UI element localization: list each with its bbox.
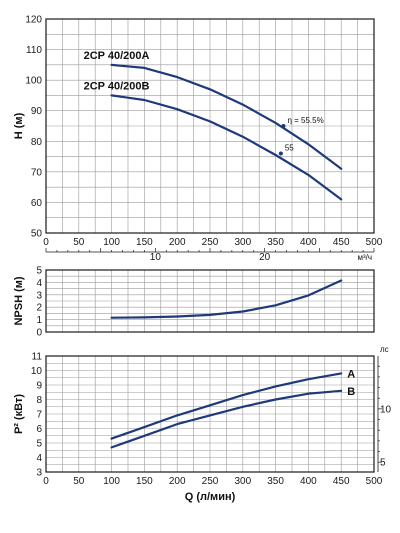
y-tick-label: 5 (36, 266, 42, 277)
y-tick-label: 8 (36, 395, 42, 406)
series-label: B (347, 386, 355, 398)
series-line (110, 389, 343, 449)
y-tick-label: 7 (36, 410, 42, 421)
y-tick-label: 3 (36, 290, 42, 301)
x-tick-label: 500 (366, 476, 383, 487)
series-label: A (347, 368, 355, 380)
plot-frame (45, 355, 375, 473)
curves-layer (110, 63, 343, 449)
efficiency-point (281, 124, 286, 128)
secondary-y-unit: лс (380, 345, 389, 354)
y-axis-label: NPSH (м) (13, 276, 25, 325)
x-tick-label: 350 (267, 476, 284, 487)
x-tick-label: 250 (202, 237, 219, 248)
x-tick-label: 400 (300, 237, 317, 248)
grid-layer (45, 18, 382, 473)
y-tick-label: 0 (36, 328, 42, 339)
y-tick-label: 100 (25, 76, 42, 87)
efficiency-label: η = 55.5% (287, 116, 323, 125)
x-tick-label: 300 (234, 237, 251, 248)
y-tick-label: 4 (36, 278, 42, 289)
x-tick-label: 150 (136, 237, 153, 248)
x-tick-label: 200 (169, 237, 186, 248)
y-tick-label: 5 (36, 439, 42, 450)
x-tick-label: 0 (43, 237, 49, 248)
y-axis-label: P² (кВт) (13, 394, 25, 434)
x-tick-label: 100 (103, 237, 120, 248)
x-tick-label: 100 (103, 476, 120, 487)
y-tick-label: 9 (36, 381, 42, 392)
series-line (110, 63, 343, 170)
series-line (110, 94, 343, 201)
series-label: 2CP 40/200B (84, 80, 150, 92)
y-tick-label: 6 (36, 424, 42, 435)
efficiency-point (278, 151, 283, 156)
x-axis-label: Q (л/мин) (185, 491, 236, 503)
y-tick-label: 4 (36, 453, 42, 464)
plot-frame (45, 269, 375, 333)
secondary-x-tick-label: 10 (150, 252, 162, 263)
secondary-y-tick-label: 5 (380, 458, 386, 469)
y-tick-label: 50 (31, 229, 43, 240)
y-tick-label: 120 (25, 15, 42, 26)
series-line (110, 372, 343, 440)
y-tick-label: 1 (36, 315, 42, 326)
secondary-x-tick-label: 20 (259, 252, 271, 263)
y-tick-label: 10 (31, 366, 43, 377)
x-tick-label: 0 (43, 476, 49, 487)
y-tick-label: 90 (31, 106, 43, 117)
y-tick-label: 60 (31, 198, 43, 209)
x-tick-label: 200 (169, 476, 186, 487)
x-tick-label: 450 (333, 476, 350, 487)
secondary-x-unit: м³/ч (357, 253, 372, 262)
x-tick-label: 450 (333, 237, 350, 248)
y-tick-label: 110 (26, 45, 42, 56)
x-tick-label: 150 (136, 476, 153, 487)
y-tick-label: 80 (31, 137, 43, 148)
x-tick-label: 50 (73, 237, 85, 248)
y-axis-label: H (м) (13, 112, 25, 139)
x-tick-label: 250 (202, 476, 219, 487)
y-tick-label: 2 (36, 303, 42, 314)
y-tick-label: 3 (36, 468, 42, 479)
plot-frame (45, 18, 375, 234)
y-tick-label: 11 (32, 352, 43, 363)
y-tick-label: 70 (31, 167, 43, 178)
efficiency-label: 55 (285, 144, 294, 153)
x-tick-label: 350 (267, 237, 284, 248)
x-tick-label: 400 (300, 476, 317, 487)
series-line (110, 279, 343, 319)
x-tick-label: 300 (234, 476, 251, 487)
series-label: 2CP 40/200A (84, 50, 150, 62)
secondary-y-tick-label: 10 (380, 404, 392, 415)
x-tick-label: 500 (366, 237, 383, 248)
x-tick-label: 50 (73, 476, 85, 487)
